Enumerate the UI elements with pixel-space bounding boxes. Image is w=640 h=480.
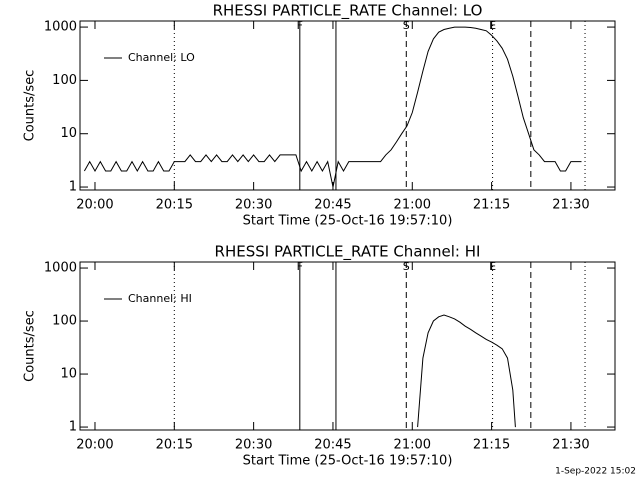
chart-title: RHESSI PARTICLE_RATE Channel: HI: [215, 243, 481, 262]
event-label: F: [297, 260, 303, 273]
y-tick-label: 1000: [44, 20, 77, 35]
event-label: S: [403, 19, 410, 32]
y-tick-label: 10: [60, 126, 77, 141]
x-tick-label: 20:00: [76, 438, 113, 453]
y-tick-label: 100: [52, 73, 77, 88]
x-tick-label: 20:15: [156, 198, 193, 213]
y-tick-label: 100: [52, 314, 77, 329]
event-label: E: [489, 260, 496, 273]
event-label: S: [403, 260, 410, 273]
x-tick-label: 21:15: [473, 438, 510, 453]
footer: 1-Sep-2022 15:02: [555, 467, 636, 477]
x-tick-label: 20:15: [156, 438, 193, 453]
data-line: [83, 26, 582, 188]
x-axis-label: Start Time (25-Oct-16 19:57:10): [243, 214, 453, 229]
event-label: E: [489, 19, 496, 32]
x-tick-label: 21:00: [394, 198, 431, 213]
y-tick-label: 10: [60, 367, 77, 382]
x-tick-label: 20:00: [76, 198, 113, 213]
x-tick-label: 20:45: [314, 438, 351, 453]
legend-label: Channel: LO: [128, 51, 195, 64]
x-tick-label: 21:30: [552, 198, 589, 213]
y-axis-label: Counts/sec: [23, 70, 38, 142]
x-tick-label: 21:30: [552, 438, 589, 453]
x-tick-label: 20:30: [235, 438, 272, 453]
y-tick-label: 1000: [44, 261, 77, 276]
x-tick-label: 20:45: [314, 198, 351, 213]
legend-label: Channel: HI: [128, 292, 192, 305]
x-tick-label: 21:15: [473, 198, 510, 213]
y-axis-label: Counts/sec: [23, 310, 38, 382]
x-tick-label: 21:00: [394, 438, 431, 453]
event-label: F: [297, 19, 303, 32]
plot-frame: [79, 261, 616, 431]
x-axis-label: Start Time (25-Oct-16 19:57:10): [243, 454, 453, 469]
x-tick-label: 20:30: [235, 198, 272, 213]
y-tick-label: 1: [69, 420, 77, 435]
data-line: [417, 314, 516, 428]
chart-title: RHESSI PARTICLE_RATE Channel: LO: [213, 2, 483, 21]
y-tick-label: 1: [69, 180, 77, 195]
plot-frame: [79, 20, 616, 191]
